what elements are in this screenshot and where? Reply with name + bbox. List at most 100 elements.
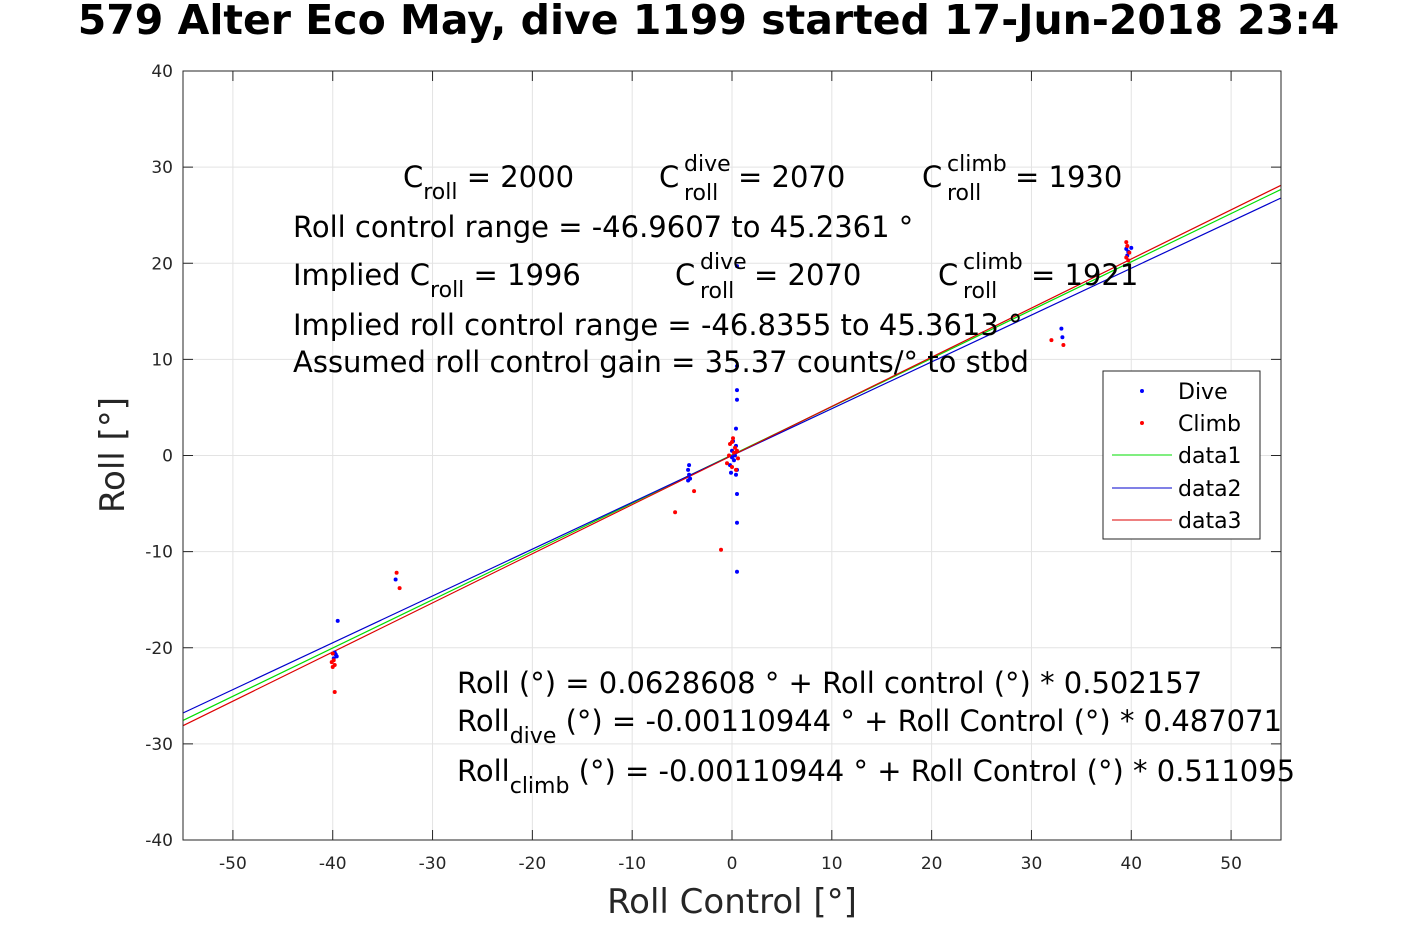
- y-tick-label: 40: [151, 62, 173, 82]
- svg-text:dive: dive: [700, 250, 747, 275]
- climb-point: [732, 445, 737, 450]
- y-tick-label: 0: [162, 447, 173, 467]
- dive-point: [686, 467, 691, 472]
- y-tick-label: 10: [151, 350, 173, 370]
- legend-data1-label: data1: [1178, 444, 1242, 469]
- dive-point: [734, 364, 739, 369]
- y-axis-label: Roll [°]: [93, 397, 133, 513]
- climb-point: [730, 465, 734, 470]
- axis-ticks: [183, 70, 1281, 841]
- climb-point: [330, 651, 335, 656]
- svg-text:climb: climb: [947, 152, 1007, 177]
- dive-point: [687, 463, 692, 468]
- dive-point: [734, 397, 739, 402]
- y-tick-label: -10: [145, 543, 173, 563]
- data-points: [329, 240, 1134, 694]
- annotation-range: Roll control range = -46.9607 to 45.2361…: [293, 210, 913, 244]
- dive-point: [1129, 245, 1134, 250]
- y-tick-label: 30: [151, 158, 173, 178]
- climb-point: [394, 570, 399, 575]
- dive-point: [393, 577, 398, 582]
- x-tick-label: -20: [518, 854, 546, 874]
- annotation-gain: Assumed roll control gain = 35.37 counts…: [293, 345, 1029, 379]
- annotation-fit-climb: Rollclimb (°) = -0.00110944 ° + Roll Con…: [457, 754, 1295, 799]
- climb-point: [730, 436, 735, 441]
- x-tick-label: 20: [921, 854, 943, 874]
- dive-point: [686, 478, 691, 483]
- climb-point: [719, 547, 724, 552]
- annotation-c-dive: C dive roll = 2070: [659, 152, 845, 206]
- svg-text:roll: roll: [947, 181, 981, 206]
- dive-point: [734, 569, 739, 574]
- svg-text:C: C: [659, 160, 679, 194]
- svg-text:Croll = 2000: Croll = 2000: [403, 160, 574, 205]
- climb-point: [734, 448, 739, 453]
- annotation-implied-c-climb: C climb roll = 1921: [938, 250, 1138, 304]
- legend-dive-marker: [1140, 389, 1144, 393]
- climb-point: [725, 461, 730, 466]
- svg-text:roll: roll: [963, 279, 997, 304]
- svg-text:dive: dive: [684, 152, 731, 177]
- x-tick-label: -30: [419, 854, 447, 874]
- svg-text:roll: roll: [684, 181, 718, 206]
- svg-text:C: C: [922, 160, 942, 194]
- dive-point: [734, 264, 739, 269]
- annotation-fit-dive: Rolldive (°) = -0.00110944 ° + Roll Cont…: [457, 704, 1282, 749]
- climb-point: [1125, 243, 1130, 248]
- annotation-c-climb: C climb roll = 1930: [922, 152, 1122, 206]
- dive-point: [730, 455, 734, 460]
- y-tick-label: -20: [145, 639, 173, 659]
- x-axis-label: Roll Control [°]: [607, 882, 857, 922]
- svg-text:Implied Croll = 1996: Implied Croll = 1996: [293, 258, 581, 303]
- svg-text:Rollclimb (°) = -0.00110944 °: Rollclimb (°) = -0.00110944 ° + Roll Con…: [457, 754, 1295, 799]
- svg-text:Rolldive (°) = -0.00110944 ° +: Rolldive (°) = -0.00110944 ° + Roll Cont…: [457, 704, 1282, 749]
- legend: Dive Climb data1 data2 data3: [1102, 370, 1261, 540]
- x-tick-label: 10: [821, 854, 843, 874]
- svg-text:C: C: [938, 258, 958, 292]
- x-tick-label: -10: [618, 854, 646, 874]
- annotation-c-roll: Croll = 2000: [403, 160, 574, 205]
- svg-text:= 1930: = 1930: [1015, 160, 1122, 194]
- legend-data3-label: data3: [1178, 509, 1242, 534]
- svg-text:roll: roll: [700, 279, 734, 304]
- climb-point: [1126, 258, 1131, 263]
- svg-text:C: C: [675, 258, 695, 292]
- annotation-implied-c-roll: Implied Croll = 1996: [293, 258, 581, 303]
- dive-point: [334, 654, 339, 659]
- climb-point: [733, 467, 738, 472]
- dive-point: [734, 491, 739, 496]
- climb-point: [397, 586, 402, 591]
- climb-point: [731, 450, 736, 455]
- dive-point: [687, 472, 692, 477]
- climb-point: [1124, 255, 1129, 260]
- legend-climb-marker: [1140, 421, 1144, 425]
- x-tick-label: 50: [1220, 854, 1242, 874]
- climb-point: [730, 440, 734, 445]
- x-tick-label: 30: [1021, 854, 1043, 874]
- svg-text:= 1921: = 1921: [1031, 258, 1138, 292]
- x-tick-label: -50: [219, 854, 247, 874]
- dive-point: [1060, 335, 1065, 340]
- y-tick-label: -30: [145, 735, 173, 755]
- legend-climb-label: Climb: [1178, 412, 1241, 437]
- climb-point: [332, 663, 337, 668]
- climb-point: [332, 689, 337, 694]
- legend-dive-label: Dive: [1178, 380, 1228, 405]
- dive-point: [335, 618, 340, 623]
- annotation-fit: Roll (°) = 0.0628608 ° + Roll control (°…: [457, 666, 1202, 700]
- dive-point: [733, 472, 738, 477]
- annotation-implied-range: Implied roll control range = -46.8355 to…: [293, 308, 1023, 342]
- x-tick-label: 0: [727, 854, 738, 874]
- annotation-implied-c-dive: C dive roll = 2070: [675, 250, 861, 304]
- tick-labels: -50 -40 -30 -20 -10 0 10 20 30 40 50 -40 -30 -20 -10 0 1…: [145, 62, 1242, 874]
- dive-point: [734, 520, 739, 525]
- climb-point: [1061, 342, 1066, 347]
- x-tick-label: 40: [1120, 854, 1142, 874]
- svg-text:= 2070: = 2070: [738, 160, 845, 194]
- climb-point: [1127, 250, 1132, 255]
- climb-point: [673, 510, 678, 515]
- climb-point: [1049, 338, 1054, 343]
- y-tick-label: 20: [151, 254, 173, 274]
- climb-point: [329, 660, 334, 665]
- dive-point: [734, 388, 739, 393]
